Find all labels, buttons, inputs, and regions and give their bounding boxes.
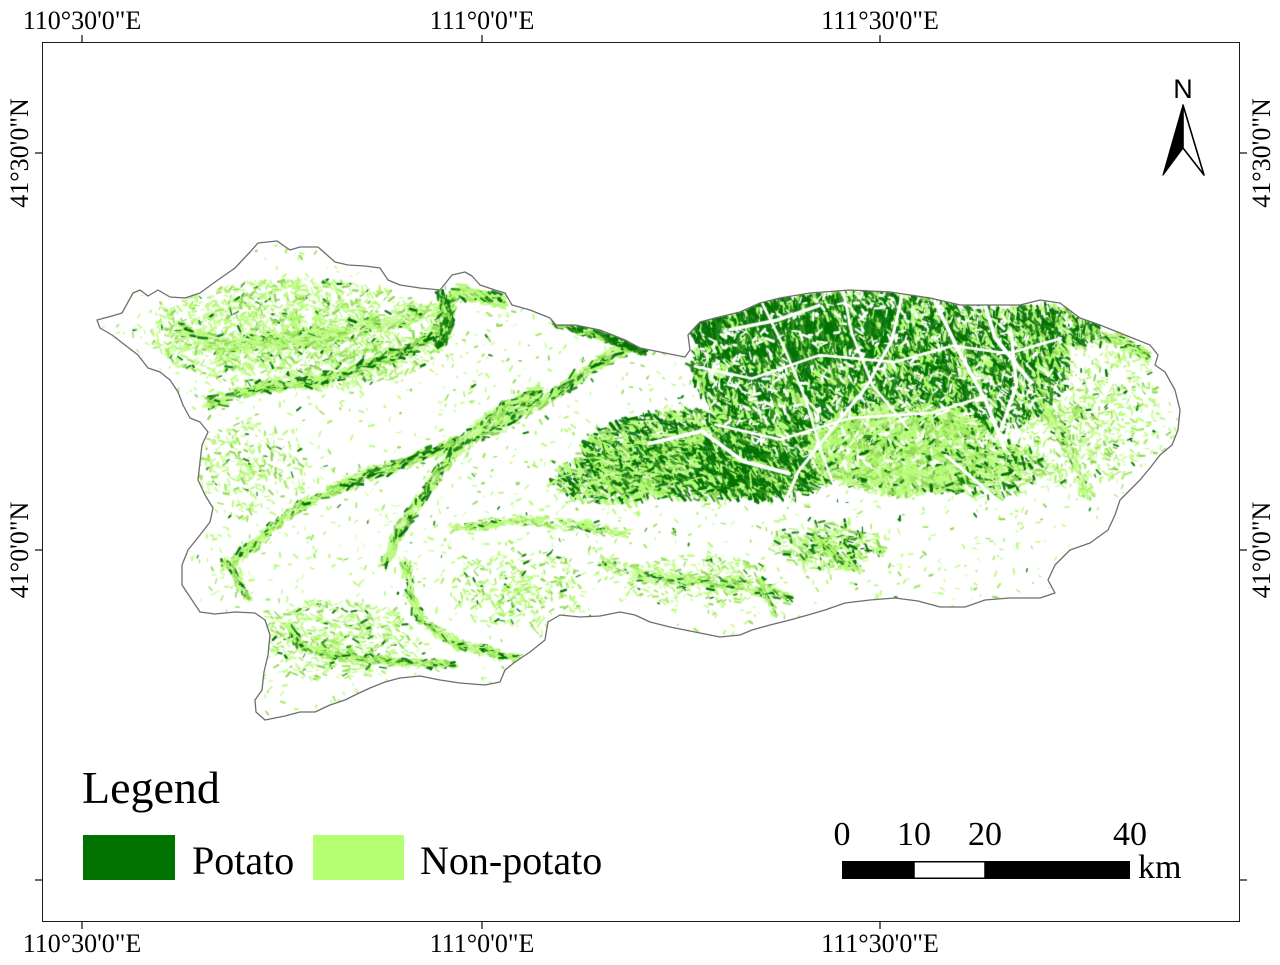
scale-bar-unit: km	[1138, 849, 1182, 886]
scale-bar-label: 0	[833, 816, 851, 853]
map-frame	[42, 42, 1240, 922]
scale-bar-segment	[913, 861, 986, 879]
graticule-label-top: 111°30'0"E	[821, 6, 939, 35]
legend-swatch-potato	[83, 835, 175, 880]
graticule-label-bottom: 110°30'0"E	[22, 929, 142, 958]
graticule-label-right: 41°30'0"N	[1247, 98, 1276, 208]
graticule-ticks	[35, 35, 1247, 929]
scale-bar-label: 40	[1113, 816, 1147, 853]
north-arrow-light-half	[1182, 104, 1205, 176]
graticule-label-left: 41°0'0"N	[5, 501, 34, 599]
north-arrow-icon	[1162, 104, 1205, 176]
legend-label-non-potato: Non-potato	[420, 838, 603, 883]
north-arrow-dark-half	[1162, 104, 1184, 176]
study-area-boundary	[96, 240, 1181, 721]
scale-bar-label: 10	[897, 816, 931, 853]
north-arrow-label: N	[1173, 74, 1193, 104]
graticule-label-right: 41°0'0"N	[1247, 501, 1276, 599]
scale-bar-label: 20	[968, 816, 1002, 853]
graticule-label-bottom: 111°0'0"E	[429, 929, 535, 958]
scale-bar-segment	[985, 861, 1130, 879]
graticule-label-top: 111°0'0"E	[429, 6, 535, 35]
legend-title: Legend	[82, 762, 220, 813]
legend-label-potato: Potato	[192, 838, 295, 883]
scale-bar	[842, 861, 1130, 879]
graticule-label-top: 110°30'0"E	[22, 6, 142, 35]
graticule-label-bottom: 111°30'0"E	[821, 929, 939, 958]
scale-bar-segment	[842, 861, 914, 879]
land-cover-raster	[42, 42, 1240, 922]
legend-swatch-non-potato	[313, 835, 404, 880]
graticule-label-left: 41°30'0"N	[5, 98, 34, 208]
